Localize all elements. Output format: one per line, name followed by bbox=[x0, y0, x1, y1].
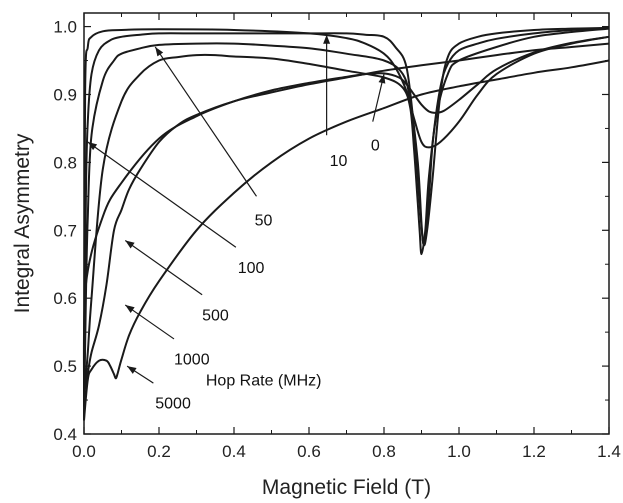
annotation-arrowhead-50 bbox=[155, 46, 164, 57]
x-tick-label: 1.0 bbox=[447, 442, 471, 461]
curves bbox=[82, 26, 610, 421]
annotation-label-5000: 5000 bbox=[155, 396, 191, 413]
annotation-arrowhead-10 bbox=[323, 34, 331, 44]
y-tick-label: 1.0 bbox=[53, 18, 77, 37]
x-tick-label: 0.2 bbox=[147, 442, 171, 461]
annotation-arrowhead-1000 bbox=[125, 304, 135, 313]
curve-hop-rate-50 bbox=[83, 26, 610, 421]
annotation-label-0: 0 bbox=[371, 138, 380, 155]
y-tick-label: 0.9 bbox=[53, 85, 77, 104]
curve-hop-rate-10 bbox=[83, 28, 610, 407]
y-axis-label: Integral Asymmetry bbox=[11, 133, 34, 313]
annotation-label-1000: 1000 bbox=[174, 352, 210, 369]
annotation-label-50: 50 bbox=[255, 212, 273, 229]
annotation-arrow-50 bbox=[154, 46, 257, 197]
annotation-arrow-1000 bbox=[124, 304, 175, 340]
x-tick-label: 1.2 bbox=[522, 442, 546, 461]
curve-hop-rate-100 bbox=[83, 26, 610, 421]
x-tick-label: 0.6 bbox=[297, 442, 321, 461]
annotation-arrowhead-0 bbox=[378, 74, 386, 84]
x-tick-label: 0.8 bbox=[372, 442, 396, 461]
annotation-arrow-100 bbox=[87, 141, 237, 248]
annotation-label-10: 10 bbox=[330, 153, 348, 170]
legend-title: Hop Rate (MHz) bbox=[206, 373, 322, 390]
curve-hop-rate-500 bbox=[83, 27, 610, 401]
y-tick-label: 0.8 bbox=[53, 153, 77, 172]
annotation-arrow-500 bbox=[124, 239, 203, 296]
y-axis-ticks: 0.4 0.5 0.6 0.7 0.8 0.9 1.0 bbox=[53, 18, 609, 444]
annotation-arrowhead-500 bbox=[125, 240, 135, 249]
x-tick-label: 0.4 bbox=[222, 442, 246, 461]
x-axis-label: Magnetic Field (T) bbox=[262, 476, 431, 499]
y-tick-label: 0.6 bbox=[53, 289, 77, 308]
annotation-label-100: 100 bbox=[238, 260, 265, 277]
y-tick-label: 0.7 bbox=[53, 221, 77, 240]
x-tick-label: 0.0 bbox=[72, 442, 96, 461]
y-tick-label: 0.4 bbox=[53, 425, 77, 444]
annotation-label-500: 500 bbox=[202, 307, 229, 324]
annotations: 0 10 50 100 500 1000 5000 bbox=[87, 34, 386, 413]
annotation-arrowhead-5000 bbox=[127, 366, 137, 374]
annotation-arrowhead-100 bbox=[87, 142, 98, 151]
curve-hop-rate-1000 bbox=[83, 42, 610, 394]
curve-hop-rate-5000 bbox=[83, 59, 610, 421]
x-tick-label: 1.4 bbox=[597, 442, 621, 461]
x-axis-ticks: 0.0 0.2 0.4 0.6 0.8 1.0 1.2 1.4 bbox=[72, 13, 621, 461]
y-tick-label: 0.5 bbox=[53, 357, 77, 376]
curve-hop-rate-0 bbox=[82, 35, 610, 394]
